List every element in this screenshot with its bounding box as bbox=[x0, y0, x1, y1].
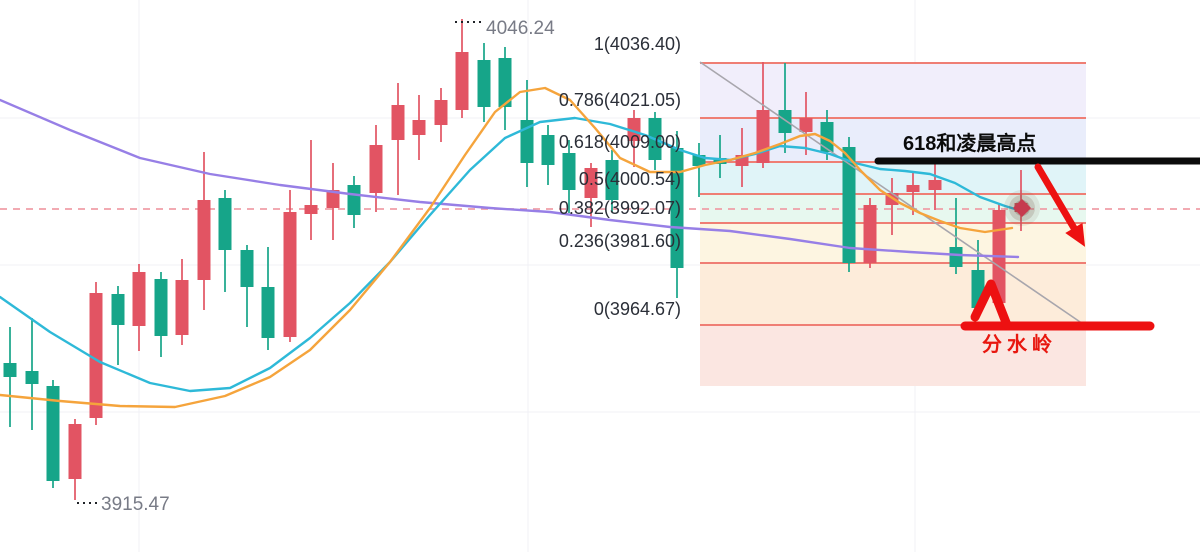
candle-body bbox=[863, 205, 877, 263]
fib-band bbox=[700, 325, 1086, 386]
candle-body bbox=[820, 122, 834, 152]
fib-level-label-0382: 0.382(3992.07) bbox=[558, 198, 681, 218]
candle-body bbox=[627, 118, 641, 141]
candle-body bbox=[3, 363, 17, 377]
candle-body bbox=[477, 60, 491, 107]
fib-level-label-0786: 0.786(4021.05) bbox=[558, 90, 681, 110]
candle-body bbox=[326, 190, 340, 208]
fib-level-label-0618: 0.618(4009.00) bbox=[558, 132, 681, 152]
candle-body bbox=[347, 185, 361, 215]
candle-body bbox=[391, 105, 405, 140]
candle-body bbox=[261, 287, 275, 338]
candle-body bbox=[455, 52, 469, 110]
price-diamond-marker bbox=[1013, 199, 1031, 217]
candle-body bbox=[541, 135, 555, 165]
candle-body bbox=[756, 110, 770, 163]
candle-body bbox=[412, 120, 426, 135]
annotation-red-caret bbox=[970, 279, 1012, 330]
candle-body bbox=[111, 294, 125, 325]
low-price-label: 3915.47 bbox=[101, 494, 170, 515]
candle-body bbox=[562, 153, 576, 190]
fib-band bbox=[700, 223, 1086, 263]
candle-body bbox=[283, 212, 297, 337]
high-price-label: 4046.24 bbox=[486, 18, 555, 39]
candle-body bbox=[778, 110, 792, 133]
candle-body bbox=[605, 160, 619, 200]
fib-band bbox=[700, 162, 1086, 194]
candle-body bbox=[498, 58, 512, 107]
candle-body bbox=[304, 205, 318, 214]
ma-fast-orange bbox=[0, 86, 1014, 409]
ma-slow-purple bbox=[0, 98, 1020, 259]
candle-body bbox=[218, 198, 232, 250]
candle-body bbox=[132, 272, 146, 326]
candle-body bbox=[68, 424, 82, 479]
candle-body bbox=[240, 250, 254, 287]
annotation-red-arrow-shaft bbox=[1034, 163, 1079, 234]
candle-body bbox=[799, 118, 813, 132]
fib-level-label-0236: 0.236(3981.60) bbox=[558, 231, 681, 251]
candle-body bbox=[520, 120, 534, 163]
ma-mid-cyan bbox=[0, 116, 1017, 393]
candle-body bbox=[670, 148, 684, 268]
fib-band bbox=[700, 63, 1086, 118]
candle-body bbox=[949, 247, 963, 267]
candle-body bbox=[175, 280, 189, 335]
annotation-red-arrowhead bbox=[1065, 222, 1086, 247]
candle-body bbox=[842, 147, 856, 263]
candle-body bbox=[434, 100, 448, 125]
candle-body bbox=[735, 155, 749, 166]
candle-body bbox=[928, 180, 942, 190]
fib-level-label-05: 0.5(4000.54) bbox=[578, 169, 681, 189]
candle-body bbox=[154, 279, 168, 336]
trendline bbox=[699, 61, 1087, 327]
fib-level-label-0: 0(3964.67) bbox=[593, 299, 681, 319]
fib-band bbox=[700, 263, 1086, 325]
candle-body bbox=[25, 371, 39, 384]
candle-body bbox=[89, 293, 103, 418]
fib-level-label-1: 1(4036.40) bbox=[593, 34, 681, 54]
annotation-watershed-label: 分水岭 bbox=[982, 334, 1057, 356]
candle-body bbox=[46, 386, 60, 481]
candle-body bbox=[906, 185, 920, 192]
candle-body bbox=[692, 155, 706, 166]
candle-body bbox=[369, 145, 383, 193]
candle-body bbox=[197, 200, 211, 280]
annotation-618-morning-high-label: 618和凌晨高点 bbox=[903, 133, 1037, 155]
candle-body bbox=[584, 168, 598, 198]
